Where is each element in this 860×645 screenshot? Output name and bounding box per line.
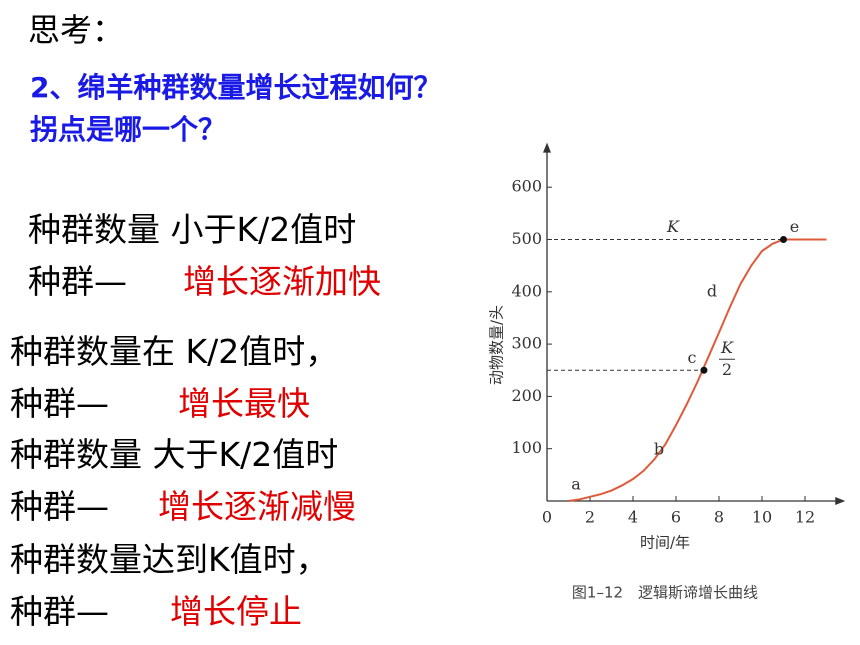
y-tick-label: 300 — [511, 334, 542, 353]
prefix: 种群— — [28, 262, 127, 301]
result: 增长逐渐加快 — [183, 262, 381, 301]
point-label: e — [790, 217, 799, 236]
point-label: b — [654, 440, 664, 459]
point-label: d — [707, 282, 717, 301]
reference-label: K — [666, 217, 680, 236]
condition: 种群数量 小于K/2值时 — [28, 210, 357, 249]
y-tick-label: 400 — [511, 281, 542, 300]
reference-label: K — [720, 338, 734, 357]
caption: 图1–12 逻辑斯谛增长曲线 — [572, 584, 758, 602]
question: 拐点是哪一个？ — [30, 113, 227, 146]
heading: 思考： — [28, 11, 125, 49]
condition: 种群数量达到K值时， — [10, 540, 329, 579]
point — [780, 236, 787, 243]
x-tick-label: 10 — [752, 508, 772, 527]
x-tick-label: 8 — [714, 508, 724, 527]
condition: 种群数量 大于K/2值时 — [10, 435, 339, 474]
x-axis-label: 时间/年 — [640, 534, 690, 552]
x-tick-label: 12 — [795, 508, 815, 527]
result: 增长停止 — [170, 592, 302, 631]
arrow — [543, 142, 551, 153]
result: 增长最快 — [178, 384, 310, 423]
x-tick-label: 0 — [542, 508, 552, 527]
y-axis-label: 动物数量/头 — [488, 305, 506, 385]
point-label: c — [687, 348, 696, 367]
prefix: 种群— — [10, 487, 109, 526]
x-tick-label: 6 — [671, 508, 681, 527]
y-tick-label: 600 — [511, 177, 542, 196]
x-tick-label: 4 — [628, 508, 638, 527]
x-tick-label: 2 — [585, 508, 595, 527]
y-tick-label: 500 — [511, 229, 542, 248]
condition: 种群数量在 K/2值时， — [10, 332, 339, 371]
arrow — [835, 497, 846, 505]
point — [700, 366, 708, 374]
reference-label: 2 — [722, 360, 732, 379]
y-tick-label: 100 — [511, 438, 542, 457]
prefix: 种群— — [10, 592, 109, 631]
y-tick-label: 200 — [511, 386, 542, 405]
prefix: 种群— — [10, 384, 109, 423]
question: 2、绵羊种群数量增长过程如何？ — [30, 71, 442, 104]
point-label: a — [571, 475, 581, 494]
result: 增长逐渐减慢 — [158, 487, 356, 526]
